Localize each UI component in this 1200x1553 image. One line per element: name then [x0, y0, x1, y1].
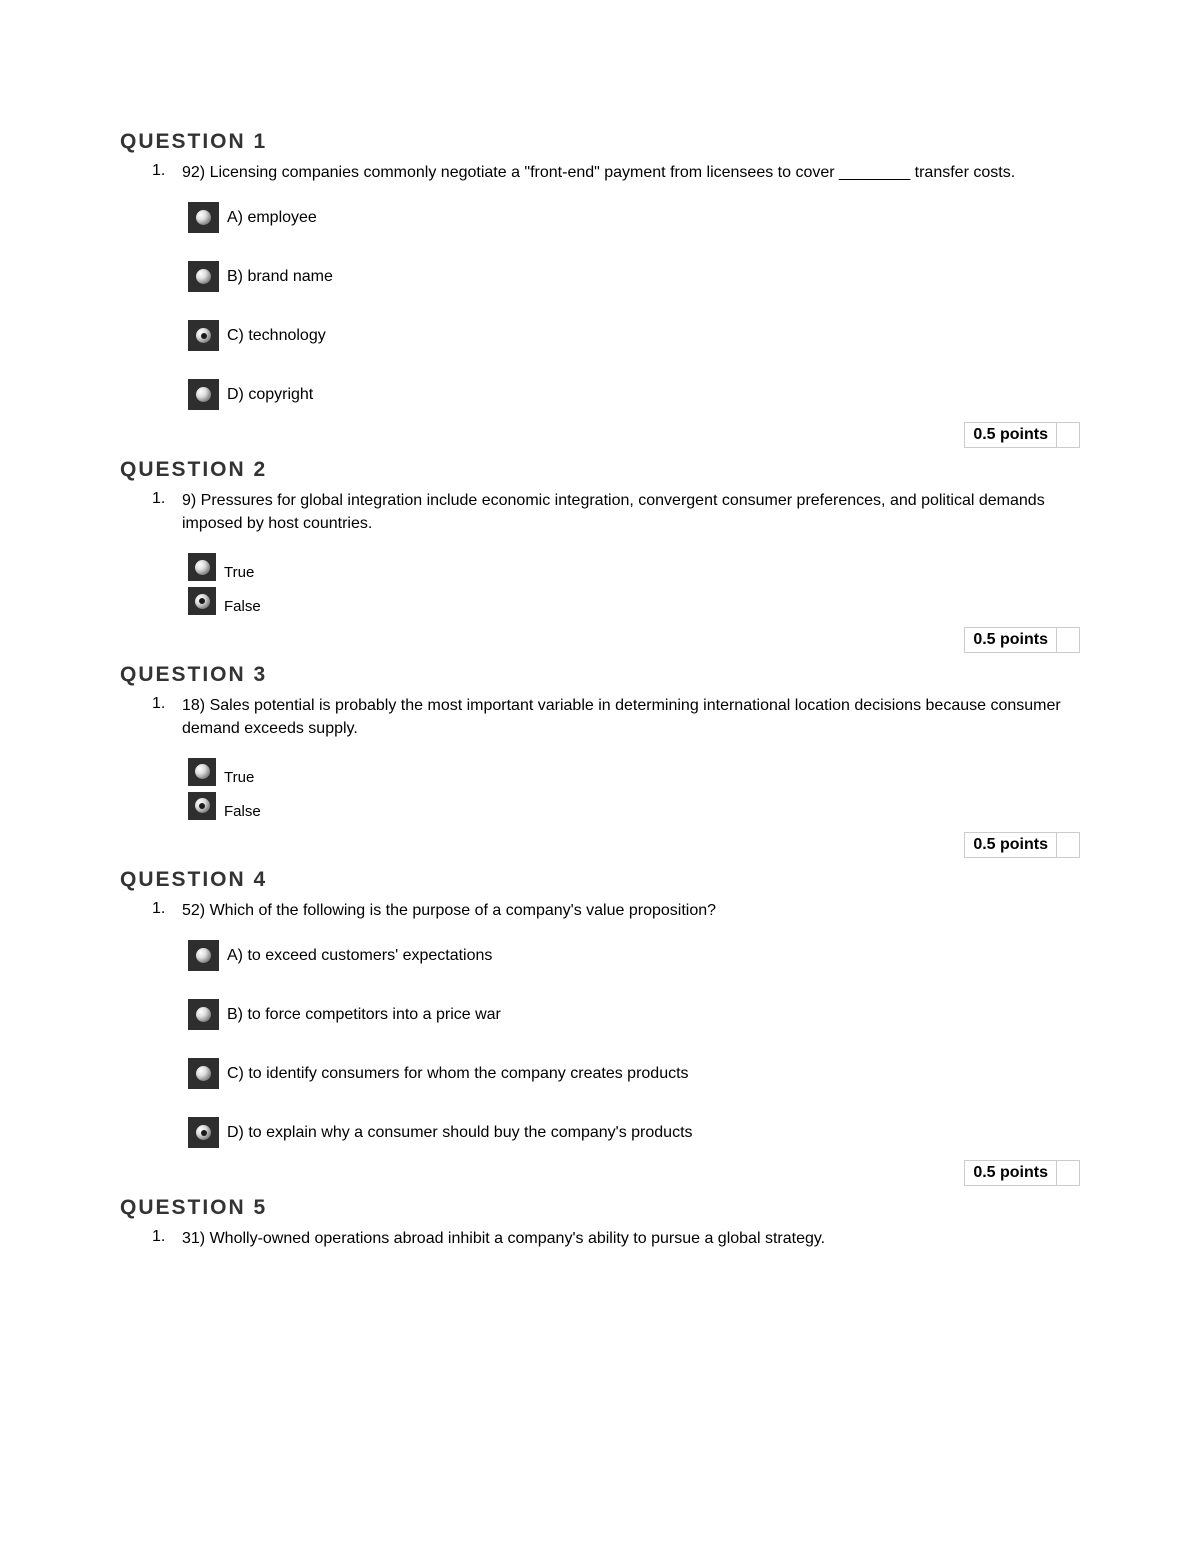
question-prompt-row: 1.18) Sales potential is probably the mo… — [152, 695, 1080, 740]
option-row: A) employee — [188, 202, 1080, 233]
list-marker: 1. — [152, 695, 182, 713]
radio-button[interactable] — [188, 202, 219, 233]
points-box: 0.5 points — [964, 422, 1080, 448]
question-prompt-row: 1.9) Pressures for global integration in… — [152, 490, 1080, 535]
option-label: D) to explain why a consumer should buy … — [227, 1124, 693, 1142]
list-marker: 1. — [152, 900, 182, 918]
points-empty-cell — [1057, 628, 1079, 652]
points-empty-cell — [1057, 1161, 1079, 1185]
radio-button[interactable] — [188, 758, 216, 786]
radio-icon — [196, 269, 211, 284]
option-label: B) to force competitors into a price war — [227, 1006, 501, 1024]
question-block: QUESTION 5 1.31) Wholly-owned operations … — [120, 1196, 1080, 1250]
question-block: QUESTION 4 1.52) Which of the following i… — [120, 868, 1080, 1186]
question-prompt-row: 1.92) Licensing companies commonly negot… — [152, 162, 1080, 184]
question-body: 1.92) Licensing companies commonly negot… — [120, 162, 1080, 410]
radio-button[interactable] — [188, 1058, 219, 1089]
radio-icon — [195, 594, 210, 609]
options-list: True False — [152, 553, 1080, 615]
question-header: QUESTION 3 — [120, 663, 1080, 687]
points-label: 0.5 points — [965, 628, 1057, 652]
question-body: 1.9) Pressures for global integration in… — [120, 490, 1080, 615]
question-prompt-row: 1.52) Which of the following is the purp… — [152, 900, 1080, 922]
options-list: A) employee B) brand name C) technology D) … — [152, 202, 1080, 410]
points-empty-cell — [1057, 423, 1079, 447]
points-row: 0.5 points — [120, 422, 1080, 448]
option-row: D) to explain why a consumer should buy … — [188, 1117, 1080, 1148]
radio-icon — [195, 764, 210, 779]
points-box: 0.5 points — [964, 627, 1080, 653]
points-box: 0.5 points — [964, 832, 1080, 858]
points-empty-cell — [1057, 833, 1079, 857]
radio-button[interactable] — [188, 587, 216, 615]
radio-button[interactable] — [188, 553, 216, 581]
question-header: QUESTION 5 — [120, 1196, 1080, 1220]
option-row: C) technology — [188, 320, 1080, 351]
list-marker: 1. — [152, 162, 182, 180]
radio-icon — [196, 948, 211, 963]
question-prompt: 31) Wholly-owned operations abroad inhib… — [182, 1228, 1080, 1250]
option-row: A) to exceed customers' expectations — [188, 940, 1080, 971]
question-block: QUESTION 1 1.92) Licensing companies comm… — [120, 130, 1080, 448]
radio-icon — [196, 328, 211, 343]
question-block: QUESTION 3 1.18) Sales potential is proba… — [120, 663, 1080, 858]
option-label: B) brand name — [227, 268, 333, 286]
radio-button[interactable] — [188, 940, 219, 971]
question-body: 1.18) Sales potential is probably the mo… — [120, 695, 1080, 820]
points-row: 0.5 points — [120, 627, 1080, 653]
points-label: 0.5 points — [965, 833, 1057, 857]
question-block: QUESTION 2 1.9) Pressures for global inte… — [120, 458, 1080, 653]
options-list: True False — [152, 758, 1080, 820]
radio-button[interactable] — [188, 320, 219, 351]
points-row: 0.5 points — [120, 1160, 1080, 1186]
radio-icon — [196, 387, 211, 402]
radio-icon — [196, 210, 211, 225]
option-label: A) employee — [227, 209, 317, 227]
option-row: B) to force competitors into a price war — [188, 999, 1080, 1030]
option-row: B) brand name — [188, 261, 1080, 292]
option-label: True — [224, 564, 254, 581]
question-prompt: 9) Pressures for global integration incl… — [182, 490, 1080, 535]
option-label: True — [224, 769, 254, 786]
option-row: False — [188, 587, 1080, 615]
radio-icon — [196, 1125, 211, 1140]
question-prompt: 18) Sales potential is probably the most… — [182, 695, 1080, 740]
option-row: False — [188, 792, 1080, 820]
question-prompt-row: 1.31) Wholly-owned operations abroad inh… — [152, 1228, 1080, 1250]
quiz-container: QUESTION 11.92) Licensing companies comm… — [120, 130, 1080, 1251]
question-body: 1.52) Which of the following is the purp… — [120, 900, 1080, 1148]
option-label: False — [224, 598, 261, 615]
points-label: 0.5 points — [965, 423, 1057, 447]
radio-icon — [196, 1066, 211, 1081]
question-header: QUESTION 4 — [120, 868, 1080, 892]
radio-icon — [195, 560, 210, 575]
option-label: A) to exceed customers' expectations — [227, 947, 492, 965]
question-prompt: 92) Licensing companies commonly negotia… — [182, 162, 1080, 184]
points-row: 0.5 points — [120, 832, 1080, 858]
options-list: A) to exceed customers' expectations B) t… — [152, 940, 1080, 1148]
question-body: 1.31) Wholly-owned operations abroad inh… — [120, 1228, 1080, 1250]
radio-icon — [195, 798, 210, 813]
radio-button[interactable] — [188, 261, 219, 292]
radio-button[interactable] — [188, 999, 219, 1030]
option-label: False — [224, 803, 261, 820]
radio-button[interactable] — [188, 792, 216, 820]
option-row: True — [188, 553, 1080, 581]
radio-icon — [196, 1007, 211, 1022]
option-row: D) copyright — [188, 379, 1080, 410]
option-row: True — [188, 758, 1080, 786]
option-label: C) to identify consumers for whom the co… — [227, 1065, 689, 1083]
list-marker: 1. — [152, 490, 182, 508]
option-label: D) copyright — [227, 386, 313, 404]
points-box: 0.5 points — [964, 1160, 1080, 1186]
question-header: QUESTION 1 — [120, 130, 1080, 154]
option-label: C) technology — [227, 327, 326, 345]
radio-button[interactable] — [188, 379, 219, 410]
list-marker: 1. — [152, 1228, 182, 1246]
radio-button[interactable] — [188, 1117, 219, 1148]
question-prompt: 52) Which of the following is the purpos… — [182, 900, 1080, 922]
points-label: 0.5 points — [965, 1161, 1057, 1185]
option-row: C) to identify consumers for whom the co… — [188, 1058, 1080, 1089]
question-header: QUESTION 2 — [120, 458, 1080, 482]
